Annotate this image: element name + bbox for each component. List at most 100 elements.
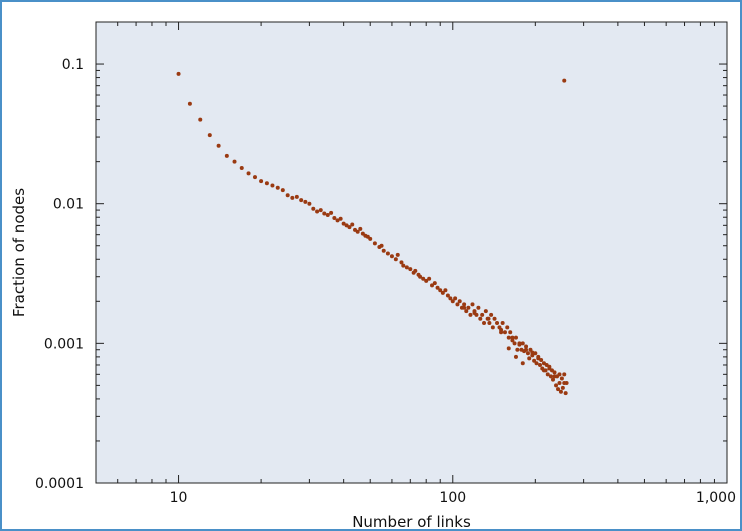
data-point <box>355 229 360 234</box>
data-point <box>246 171 251 176</box>
data-point <box>470 302 475 307</box>
data-point <box>462 302 467 307</box>
data-point <box>558 389 563 394</box>
data-point <box>445 293 450 298</box>
y-tick-label: 0.001 <box>44 336 84 352</box>
data-point <box>563 391 568 396</box>
data-point <box>506 335 511 340</box>
y-axis-title: Fraction of nodes <box>10 188 28 317</box>
x-axis-title: Number of links <box>352 513 471 531</box>
data-point <box>559 376 564 381</box>
y-tick-label: 0.0001 <box>35 476 84 492</box>
data-point <box>532 358 537 363</box>
data-point <box>198 117 203 122</box>
data-point <box>341 221 346 226</box>
data-point <box>487 320 492 325</box>
data-point <box>290 195 295 200</box>
x-tick-label: 10 <box>170 490 188 506</box>
data-point <box>224 153 229 158</box>
data-point <box>537 362 542 367</box>
data-point <box>480 312 485 317</box>
data-point <box>187 101 192 106</box>
data-point <box>408 267 413 272</box>
data-point <box>557 372 562 377</box>
data-point <box>207 133 212 138</box>
data-point <box>562 78 567 83</box>
plot-area <box>95 21 728 484</box>
data-point <box>464 309 469 314</box>
data-point <box>495 320 500 325</box>
data-point <box>285 193 290 198</box>
data-point <box>557 381 562 386</box>
data-point <box>275 185 280 190</box>
data-point <box>216 143 221 148</box>
data-point <box>435 285 440 290</box>
data-point <box>372 241 377 246</box>
data-point <box>325 212 330 217</box>
data-point <box>453 296 458 301</box>
data-point <box>280 188 285 193</box>
data-point <box>482 320 487 325</box>
data-point <box>294 194 299 199</box>
data-point <box>489 312 494 317</box>
data-point <box>307 201 312 206</box>
data-point <box>448 296 453 301</box>
data-point <box>513 335 518 340</box>
data-point <box>239 166 244 171</box>
data-point <box>500 320 505 325</box>
data-point <box>524 347 529 352</box>
data-point <box>547 364 552 369</box>
data-point <box>510 338 515 343</box>
data-point <box>534 361 539 366</box>
data-point <box>490 325 495 330</box>
data-point <box>486 316 491 321</box>
data-point <box>335 218 340 223</box>
data-point <box>399 260 404 265</box>
data-point <box>443 288 448 293</box>
data-point <box>318 208 323 213</box>
data-point <box>421 276 426 281</box>
y-tick-label: 0.1 <box>62 57 84 73</box>
data-point <box>332 215 337 220</box>
data-point <box>530 353 535 358</box>
data-point <box>381 248 386 253</box>
data-point <box>551 377 556 382</box>
data-point <box>393 257 398 262</box>
data-point <box>508 330 513 335</box>
data-points <box>176 71 569 396</box>
data-point <box>466 305 471 310</box>
data-point <box>232 159 237 164</box>
data-point <box>176 71 181 76</box>
data-point <box>315 209 320 214</box>
data-point <box>530 350 535 355</box>
data-point <box>347 225 352 230</box>
data-point <box>252 175 257 180</box>
data-point <box>385 251 390 256</box>
x-tick-label: 100 <box>439 490 466 506</box>
data-point <box>379 243 384 248</box>
axes: 10 100 1,000 0.1 0.01 0.001 0.0001 <box>35 21 736 506</box>
data-point <box>533 351 538 356</box>
data-point <box>322 211 327 216</box>
data-point <box>457 299 462 304</box>
data-point <box>299 198 304 203</box>
data-point <box>502 330 507 335</box>
data-point <box>455 302 460 307</box>
data-point <box>462 305 467 310</box>
data-point <box>527 356 532 361</box>
data-point <box>468 312 473 317</box>
data-point <box>338 216 343 221</box>
data-point <box>329 210 334 215</box>
data-point <box>478 316 483 321</box>
data-point <box>483 309 488 314</box>
data-point <box>438 288 443 293</box>
data-point <box>350 222 355 227</box>
x-tick-label: 1,000 <box>696 490 736 506</box>
data-point <box>418 274 423 279</box>
data-point <box>440 290 445 295</box>
data-point <box>311 206 316 211</box>
data-point <box>476 305 481 310</box>
data-point <box>520 361 525 366</box>
data-point <box>492 316 497 321</box>
